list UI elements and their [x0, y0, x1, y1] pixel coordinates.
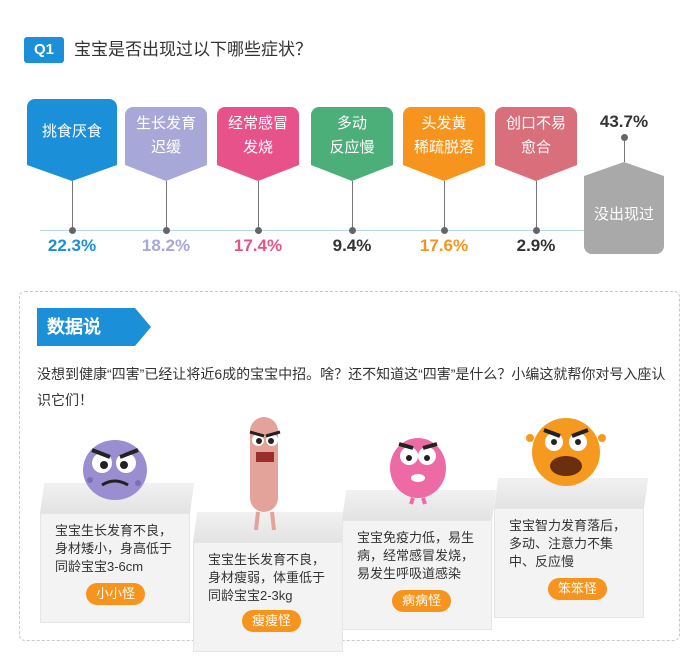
chart-bar-5: 头发黄 稀疏脱落	[403, 107, 485, 181]
chart-value-label: 22.3%	[47, 236, 97, 255]
dumb-monster-icon	[526, 418, 606, 486]
chart-baseline	[40, 230, 600, 231]
chart-value-label: 43.7%	[599, 112, 649, 131]
chart-category-label: 挑食厌食	[41, 123, 102, 140]
question-badge: Q1	[24, 37, 64, 63]
chart-bar-1: 挑食厌食	[27, 99, 117, 181]
monster-desc: 宝宝生长发育不良，身材矮小，身高低于同龄宝宝3-6cm	[40, 513, 190, 623]
monster-card-2: 宝宝生长发育不良，身材瘦弱，体重低于同龄宝宝2-3kg	[193, 512, 348, 652]
chart-category-label: 创口不易	[505, 115, 566, 132]
chart-bar-3: 经常感冒 发烧	[217, 107, 299, 181]
chart-point	[163, 227, 170, 234]
data-section-frame	[19, 291, 680, 641]
chart-bar-tip	[217, 165, 299, 181]
monster-name: 小小怪	[86, 583, 146, 605]
chart-bar-tip	[584, 162, 664, 176]
chart-value-label: 2.9%	[516, 236, 556, 255]
monster-desc: 宝宝生长发育不良，身材瘦弱，体重低于同龄宝宝2-3kg	[193, 542, 343, 652]
chart-category-label: 头发黄	[421, 115, 467, 132]
chart-bar-tip	[403, 165, 485, 181]
chart-point	[349, 227, 356, 234]
chart-point	[255, 227, 262, 234]
chart-bar-label: 创口不易 愈合	[495, 107, 577, 165]
chart-bar-label: 头发黄 稀疏脱落	[403, 107, 485, 165]
chart-category-label: 经常感冒	[227, 115, 288, 132]
thin-monster-icon	[249, 417, 281, 531]
chart-bar-tip	[27, 165, 117, 181]
monster-name: 瘦瘦怪	[242, 610, 302, 632]
chart-bar-2: 生长发育 迟缓	[125, 107, 207, 181]
chart-point	[441, 227, 448, 234]
chart-stem	[536, 181, 537, 230]
chart-bar-tip	[311, 165, 393, 181]
chart-bar-label: 生长发育 迟缓	[125, 107, 207, 165]
chart-point	[533, 227, 540, 234]
chart-bar-label: 多动 反应慢	[311, 107, 393, 165]
chart-value-label: 9.4%	[332, 236, 372, 255]
section-title: 数据说	[37, 308, 151, 346]
monster-desc: 宝宝免疫力低，易生病，经常感冒发烧，易发生呼吸道感染	[342, 520, 492, 630]
chart-bar-4: 多动 反应慢	[311, 107, 393, 181]
chart-stem	[258, 181, 259, 230]
chart-bar-label: 经常感冒 发烧	[217, 107, 299, 165]
chart-category-label: 迟缓	[150, 139, 181, 156]
chart-point	[621, 134, 628, 141]
chart-value-label: 17.6%	[419, 236, 469, 255]
symptom-chart: 挑食厌食 22.3% 生长发育迟缓 18.2% 经常感冒发烧 17.4% 多动反应慢 9.4%…	[0, 90, 698, 265]
monster-name: 病病怪	[392, 590, 452, 612]
chart-category-label: 多动	[336, 115, 367, 132]
chart-bar-7: 没出现过	[584, 162, 664, 254]
chart-bar-tip	[125, 165, 207, 181]
question-text: 宝宝是否出现过以下哪些症状？	[74, 40, 312, 59]
chart-category-label: 发烧	[242, 139, 273, 156]
chart-value-label: 17.4%	[233, 236, 283, 255]
chart-category-label: 生长发育	[135, 115, 196, 132]
section-intro: 没想到健康“四害”已经让将近6成的宝宝中招。啥？还不知道这“四害”是什么？小编这…	[37, 366, 666, 408]
chart-stem	[166, 181, 167, 230]
monster-desc: 宝宝智力发育落后，多动、注意力不集中、反应慢	[494, 508, 644, 618]
chart-category-label: 稀疏脱落	[413, 139, 474, 156]
chart-stem	[624, 140, 625, 162]
chart-value-label: 18.2%	[141, 236, 191, 255]
monster-name: 笨笨怪	[548, 578, 608, 600]
chart-category-label: 愈合	[520, 139, 551, 156]
chart-bar-label: 挑食厌食	[27, 99, 117, 165]
chart-stem	[352, 181, 353, 230]
small-monster-icon	[83, 440, 147, 500]
chart-stem	[444, 181, 445, 230]
chart-bar-6: 创口不易 愈合	[495, 107, 577, 181]
chart-stem	[72, 181, 73, 230]
sick-monster-icon	[390, 438, 446, 505]
chart-category-label: 反应慢	[329, 139, 375, 156]
chart-bar-label: 没出现过	[584, 176, 664, 254]
chart-bar-tip	[495, 165, 577, 181]
chart-point	[69, 227, 76, 234]
chart-category-label: 没出现过	[593, 206, 654, 223]
